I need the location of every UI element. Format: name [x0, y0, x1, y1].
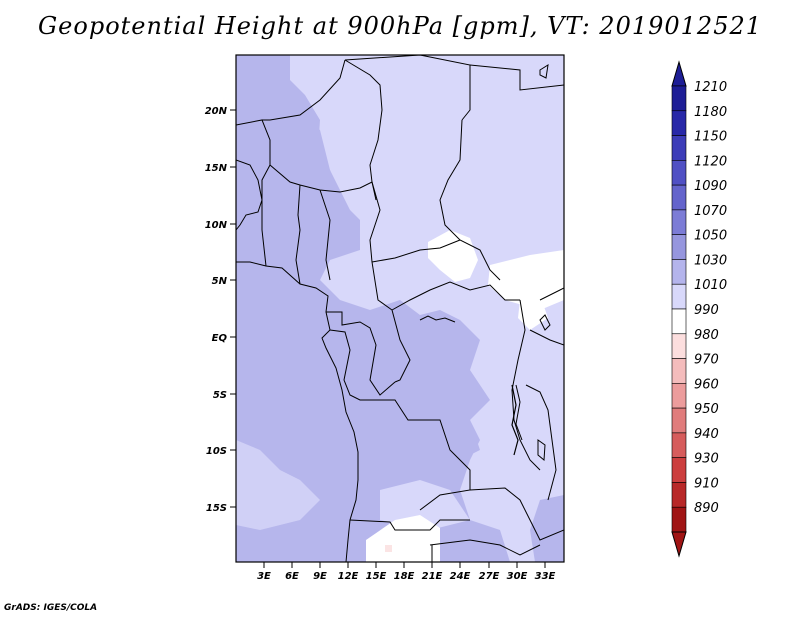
colorbar-label: 910 — [694, 476, 719, 491]
colorbar-swatch — [671, 432, 687, 458]
colorbar-label: 960 — [694, 377, 719, 392]
colorbar-label: 1180 — [694, 105, 727, 120]
colorbar-label: 1090 — [694, 179, 727, 194]
colorbar-swatch — [671, 135, 687, 161]
lon-label: 33E — [535, 571, 556, 582]
lon-label: 6E — [285, 571, 299, 582]
colorbar-swatch — [671, 383, 687, 409]
colorbar-label: 890 — [694, 501, 719, 516]
colorbar-label: 980 — [694, 328, 719, 343]
colorbar-bottom-arrow — [671, 531, 687, 558]
colorbar-swatch — [671, 283, 687, 310]
lat-label: 15N — [205, 163, 228, 174]
colorbar-swatch — [671, 358, 687, 384]
grads-credit: GrADS: IGES/COLA — [4, 603, 98, 613]
colorbar-label: 1070 — [694, 204, 727, 219]
lat-label: 10N — [205, 220, 228, 231]
colorbar-swatch — [671, 110, 687, 136]
lon-label: 21E — [422, 571, 443, 582]
lon-label: 27E — [479, 571, 500, 582]
colorbar-label: 1210 — [694, 80, 727, 95]
colorbar-swatch — [671, 259, 687, 285]
lon-axis: 3E 6E 9E 12E 15E 18E 21E 24E 27E 30E 33E — [257, 562, 556, 582]
colorbar-swatch — [671, 209, 687, 235]
colorbar-label: 930 — [694, 452, 719, 467]
colorbar-label: 1010 — [694, 278, 727, 293]
lon-label: 3E — [257, 571, 271, 582]
country-borders — [236, 55, 564, 562]
colorbar-label: 1150 — [694, 130, 727, 145]
lat-label: 15S — [206, 503, 227, 514]
colorbar-label: 940 — [694, 427, 719, 442]
colorbar-label: 1120 — [694, 154, 727, 169]
colorbar-label: 990 — [694, 303, 719, 318]
colorbar-swatch — [671, 85, 687, 112]
lon-label: 15E — [366, 571, 387, 582]
lon-label: 24E — [450, 571, 471, 582]
map-frame — [235, 54, 565, 563]
height-field — [236, 55, 564, 562]
lon-label: 9E — [313, 571, 327, 582]
colorbar-swatch — [671, 506, 687, 533]
lon-label: 12E — [338, 571, 359, 582]
colorbar-label: 1030 — [694, 253, 727, 268]
colorbar-swatch — [671, 160, 687, 186]
chart-title: Geopotential Height at 900hPa [gpm], VT:… — [38, 12, 762, 40]
colorbar-label: 970 — [694, 353, 719, 368]
colorbar: 1210 1180 1150 1120 1090 1070 1050 1030 1010 990 9… — [671, 60, 727, 558]
lat-label: 5S — [213, 390, 227, 401]
lat-label: EQ — [212, 333, 228, 344]
lon-label: 18E — [394, 571, 415, 582]
lon-label: 30E — [507, 571, 528, 582]
colorbar-swatch — [671, 333, 687, 359]
colorbar-swatch — [671, 234, 687, 260]
colorbar-swatch — [671, 184, 687, 211]
lat-label: 5N — [212, 276, 228, 287]
lat-label: 10S — [206, 446, 227, 457]
colorbar-label: 950 — [694, 402, 719, 417]
colorbar-label: 1050 — [694, 229, 727, 244]
colorbar-swatch — [671, 482, 687, 508]
colorbar-swatch — [671, 407, 687, 434]
colorbar-swatch — [671, 308, 687, 335]
lat-axis: 20N 15N 10N 5N EQ 5S 10S 15S — [205, 106, 236, 514]
lat-label: 20N — [205, 106, 228, 117]
colorbar-swatch — [671, 457, 687, 483]
colorbar-top-arrow — [671, 60, 687, 87]
